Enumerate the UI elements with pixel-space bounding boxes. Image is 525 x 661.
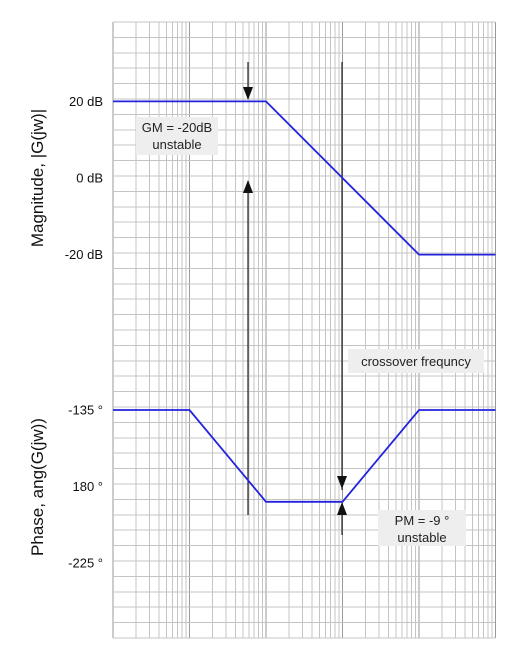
gain-margin-arrow-down (243, 87, 253, 100)
gain-margin-annotation: GM = -20dB unstable (136, 117, 218, 155)
magnitude-tick-label: -20 dB (65, 247, 103, 262)
phase-margin-arrow-up (337, 502, 347, 515)
phase-axis-title: Phase, ang(G(jw)) (28, 418, 47, 556)
phase-tick-label: 180 ° (72, 479, 103, 494)
crossover-arrow-down (337, 476, 347, 489)
phase-margin-text: PM = -9 ° (395, 513, 450, 528)
gain-margin-arrow-up (243, 180, 253, 193)
crossover-annotation: crossover frequncy (348, 349, 484, 373)
phase-margin-annotation: PM = -9 ° unstable (378, 510, 466, 546)
magnitude-tick-label: 20 dB (69, 94, 103, 109)
magnitude-curve (113, 100, 496, 256)
crossover-label: crossover frequncy (361, 354, 471, 369)
phase-tick-label: -225 ° (68, 556, 103, 571)
magnitude-tick-label: 0 dB (76, 171, 103, 186)
annotation-markers (243, 62, 347, 535)
gain-margin-status: unstable (152, 137, 201, 152)
phase-margin-status: unstable (397, 530, 446, 545)
magnitude-axis-title: Magnitude, |G(jw)| (28, 109, 47, 247)
phase-curve (113, 409, 496, 503)
phase-tick-label: -135 ° (68, 403, 103, 418)
gain-margin-text: GM = -20dB (142, 120, 212, 135)
phase-tick-labels: -135 ° 180 ° -225 ° (68, 403, 103, 571)
curves (113, 100, 496, 503)
magnitude-tick-labels: 20 dB 0 dB -20 dB (65, 94, 103, 262)
